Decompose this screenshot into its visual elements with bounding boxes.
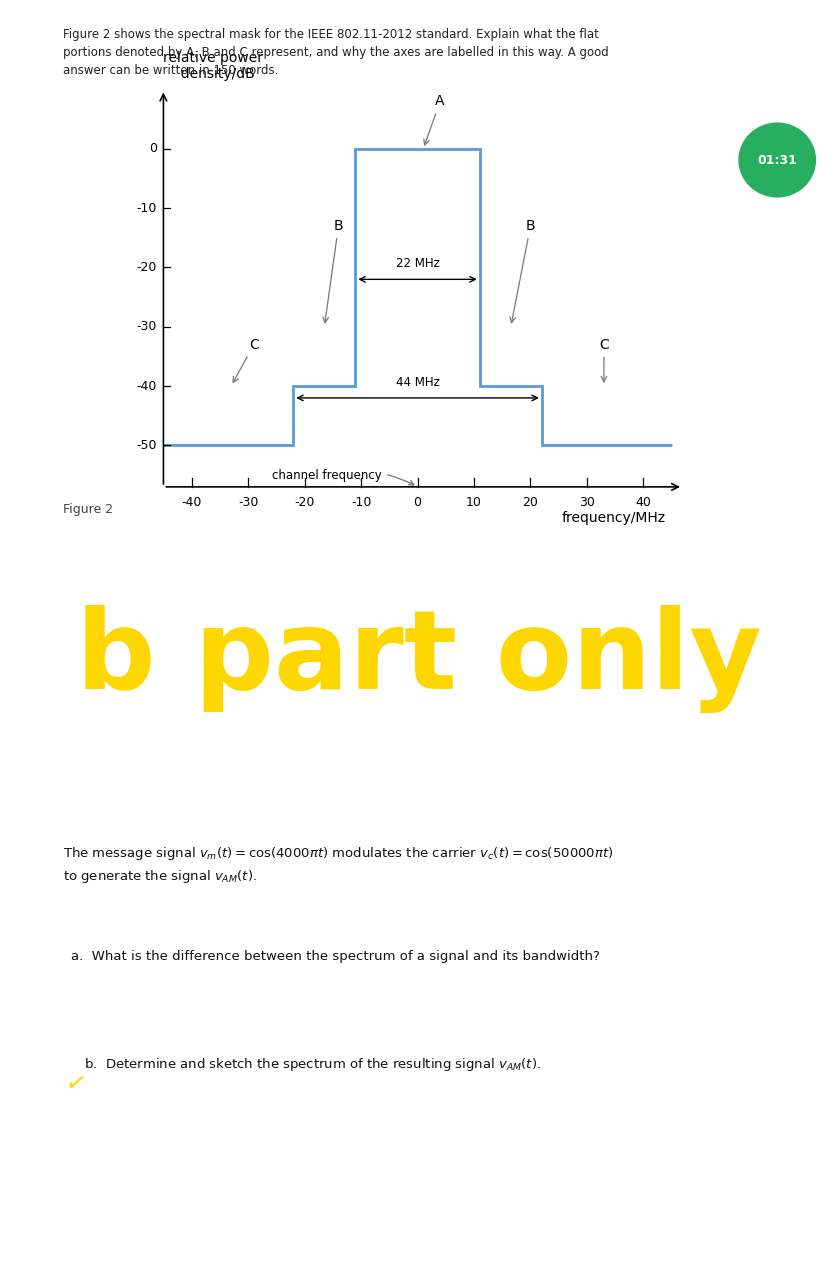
Text: -30: -30	[137, 320, 157, 333]
Text: A: A	[424, 95, 445, 145]
Text: C: C	[233, 338, 259, 383]
Text: -40: -40	[182, 495, 202, 508]
Text: -40: -40	[137, 380, 157, 393]
Text: b part only: b part only	[76, 605, 762, 713]
Text: 10: 10	[466, 495, 482, 508]
Text: ✓: ✓	[63, 1071, 88, 1098]
Text: frequency/MHz: frequency/MHz	[562, 511, 666, 525]
Circle shape	[739, 123, 815, 197]
Text: channel frequency: channel frequency	[272, 468, 414, 485]
Text: answer can be written in 150 words.: answer can be written in 150 words.	[63, 64, 278, 77]
Text: portions denoted by A, B and C represent, and why the axes are labelled in this : portions denoted by A, B and C represent…	[63, 46, 608, 59]
Text: 01:31: 01:31	[758, 154, 797, 166]
Text: -20: -20	[294, 495, 315, 508]
Text: 0: 0	[148, 142, 157, 155]
Text: -50: -50	[136, 439, 157, 452]
Text: B: B	[323, 219, 344, 323]
Text: relative power
  density/dB: relative power density/dB	[163, 50, 263, 81]
Text: 22 MHz: 22 MHz	[396, 257, 439, 270]
Text: -30: -30	[238, 495, 258, 508]
Text: 0: 0	[413, 495, 422, 508]
Text: 20: 20	[523, 495, 539, 508]
Text: 30: 30	[579, 495, 595, 508]
Text: The message signal $v_m(t) = \cos(4000\pi t)$ modulates the carrier $v_c(t) = \c: The message signal $v_m(t) = \cos(4000\p…	[63, 845, 613, 884]
Text: -10: -10	[137, 202, 157, 215]
Text: B: B	[510, 219, 535, 323]
Text: 44 MHz: 44 MHz	[396, 376, 439, 389]
Text: Figure 2 shows the spectral mask for the IEEE 802.11-2012 standard. Explain what: Figure 2 shows the spectral mask for the…	[63, 28, 598, 41]
Text: 40: 40	[635, 495, 651, 508]
Text: -20: -20	[137, 261, 157, 274]
Text: -10: -10	[351, 495, 371, 508]
Text: b.  Determine and sketch the spectrum of the resulting signal $v_{AM}(t)$.: b. Determine and sketch the spectrum of …	[84, 1056, 541, 1073]
Text: Figure 2: Figure 2	[63, 503, 113, 516]
Text: C: C	[599, 338, 608, 381]
Text: a.  What is the difference between the spectrum of a signal and its bandwidth?: a. What is the difference between the sp…	[71, 950, 600, 963]
